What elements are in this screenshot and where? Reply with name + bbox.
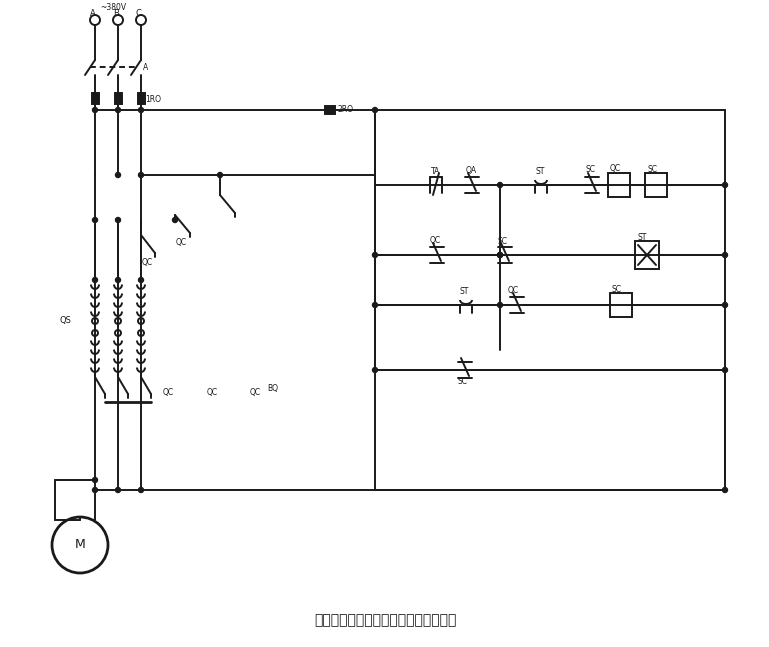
Text: A: A: [143, 63, 148, 72]
Circle shape: [723, 182, 727, 188]
Text: QC: QC: [142, 259, 153, 267]
Circle shape: [723, 252, 727, 258]
Text: QS: QS: [60, 316, 72, 325]
Text: SC: SC: [498, 237, 508, 245]
Bar: [325, 106, 335, 114]
Text: SC: SC: [585, 164, 595, 173]
Circle shape: [172, 217, 178, 223]
Circle shape: [138, 487, 144, 492]
Circle shape: [92, 477, 98, 483]
Circle shape: [138, 173, 144, 177]
Circle shape: [92, 107, 98, 113]
Circle shape: [498, 252, 502, 258]
Circle shape: [372, 367, 378, 373]
Circle shape: [115, 217, 121, 223]
Text: QC: QC: [508, 287, 519, 296]
Circle shape: [498, 182, 502, 188]
Circle shape: [218, 173, 222, 177]
Text: BQ: BQ: [267, 384, 278, 393]
Text: 1RO: 1RO: [145, 94, 161, 104]
Circle shape: [92, 487, 98, 492]
Circle shape: [372, 252, 378, 258]
Text: ST: ST: [535, 166, 544, 175]
Text: 采用自耦变压器与时间继电器起动控制: 采用自耦变压器与时间继电器起动控制: [314, 613, 456, 627]
Text: M: M: [75, 538, 85, 551]
Circle shape: [138, 278, 144, 283]
Text: SC: SC: [612, 285, 622, 294]
Text: A: A: [90, 8, 96, 17]
Text: C: C: [136, 8, 141, 17]
Circle shape: [723, 487, 727, 492]
Text: ST: ST: [460, 287, 469, 296]
Text: QA: QA: [466, 166, 477, 175]
Bar: [610, 293, 632, 317]
Text: ST: ST: [637, 232, 647, 241]
Text: QC: QC: [207, 388, 218, 397]
Bar: [635, 241, 659, 269]
Circle shape: [723, 367, 727, 373]
Bar: [608, 173, 630, 197]
Circle shape: [138, 107, 144, 113]
Text: QC: QC: [250, 388, 261, 397]
Text: ~380V: ~380V: [100, 3, 126, 12]
Text: QC: QC: [176, 239, 187, 248]
Text: SC: SC: [647, 164, 657, 173]
Bar: [138, 93, 145, 104]
Circle shape: [372, 107, 378, 113]
Circle shape: [115, 278, 121, 283]
Text: QC: QC: [610, 164, 621, 173]
Text: TA: TA: [431, 166, 440, 175]
Circle shape: [92, 278, 98, 283]
Bar: [92, 93, 98, 104]
Bar: [645, 173, 667, 197]
Text: 2RO: 2RO: [337, 105, 353, 115]
Text: SC: SC: [458, 377, 468, 386]
Bar: [115, 93, 122, 104]
Circle shape: [115, 487, 121, 492]
Text: QC: QC: [163, 388, 174, 397]
Circle shape: [92, 217, 98, 223]
Circle shape: [498, 303, 502, 307]
Text: QC: QC: [430, 237, 441, 245]
Circle shape: [115, 107, 121, 113]
Circle shape: [723, 303, 727, 307]
Circle shape: [115, 173, 121, 177]
Text: B: B: [113, 8, 119, 17]
Circle shape: [372, 303, 378, 307]
Circle shape: [498, 252, 502, 258]
